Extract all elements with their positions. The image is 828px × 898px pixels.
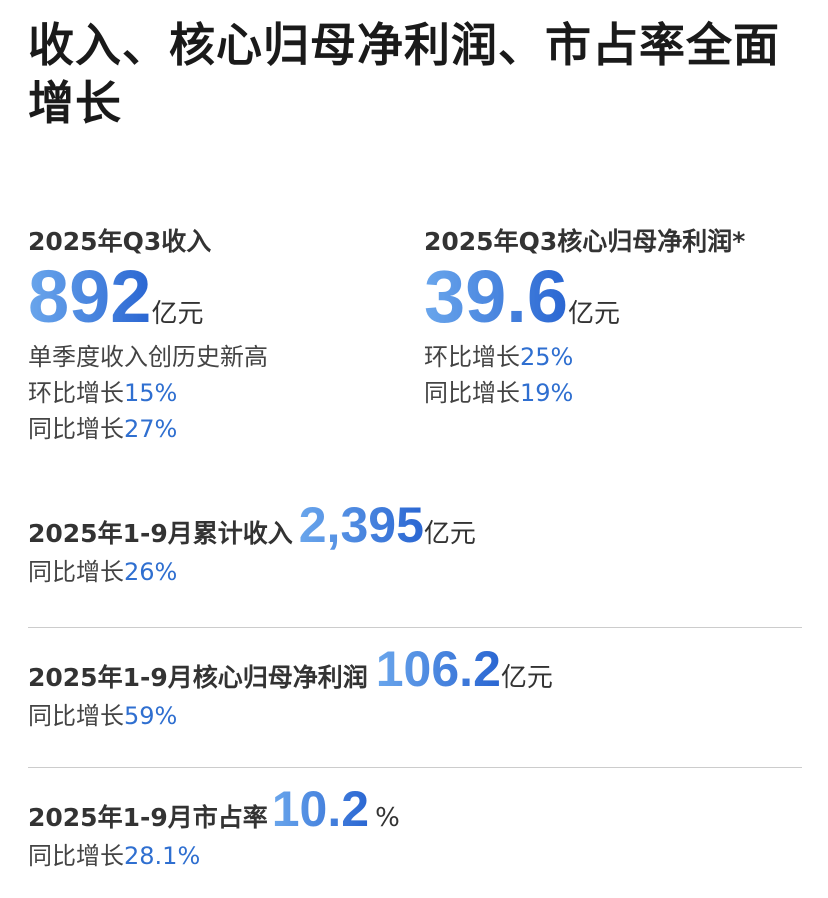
qoq-label: 环比增长 (424, 343, 520, 371)
divider (28, 627, 802, 628)
qoq-value: 15% (124, 379, 178, 407)
yoy-label: 同比增长 (28, 415, 124, 443)
qoq-value: 25% (520, 343, 574, 371)
yoy-label: 同比增长 (28, 558, 124, 586)
divider (28, 767, 802, 768)
yoy-label: 同比增长 (424, 379, 520, 407)
ytd-revenue-unit: 亿元 (423, 519, 476, 549)
q3-revenue-unit: 亿元 (151, 299, 204, 329)
ytd-share-label: 2025年1-9月市占率 (28, 803, 268, 832)
ytd-profit-card: 2025年1-9月核心归母净利润 106.2 亿元 同比增长59% (28, 640, 553, 734)
qoq-label: 环比增长 (28, 379, 124, 407)
yoy-value: 27% (124, 415, 178, 443)
ytd-profit-label: 2025年1-9月核心归母净利润 (28, 663, 368, 692)
q3-revenue-value: 892 (28, 255, 152, 338)
ytd-revenue-label: 2025年1-9月累计收入 (28, 519, 293, 548)
page-title: 收入、核心归母净利润、市占率全面增长 (28, 18, 780, 130)
yoy-label: 同比增长 (28, 702, 124, 730)
q3-revenue-label: 2025年Q3收入 (28, 227, 212, 256)
q3-profit-card: 2025年Q3核心归母净利润* 39.6 亿元 环比增长25% 同比增长19% (424, 222, 745, 411)
ytd-revenue-value: 2,395 (298, 497, 424, 553)
ytd-profit-value: 106.2 (375, 641, 501, 697)
ytd-revenue-card: 2025年1-9月累计收入 2,395 亿元 同比增长26% (28, 496, 476, 590)
yoy-value: 28.1% (124, 842, 201, 870)
ytd-share-unit: % (375, 803, 400, 833)
yoy-value: 19% (520, 379, 574, 407)
q3-revenue-note: 单季度收入创历史新高 (28, 343, 268, 371)
q3-profit-unit: 亿元 (568, 299, 621, 329)
ytd-profit-unit: 亿元 (500, 663, 553, 693)
q3-profit-label: 2025年Q3核心归母净利润* (424, 227, 746, 256)
q3-revenue-card: 2025年Q3收入 892 亿元 单季度收入创历史新高 环比增长15% 同比增长… (28, 222, 268, 447)
yoy-value: 59% (124, 702, 178, 730)
q3-profit-value: 39.6 (424, 255, 569, 338)
yoy-value: 26% (124, 558, 178, 586)
ytd-share-value: 10.2 (271, 781, 370, 837)
yoy-label: 同比增长 (28, 842, 124, 870)
ytd-share-card: 2025年1-9月市占率 10.2 % 同比增长28.1% (28, 780, 400, 874)
